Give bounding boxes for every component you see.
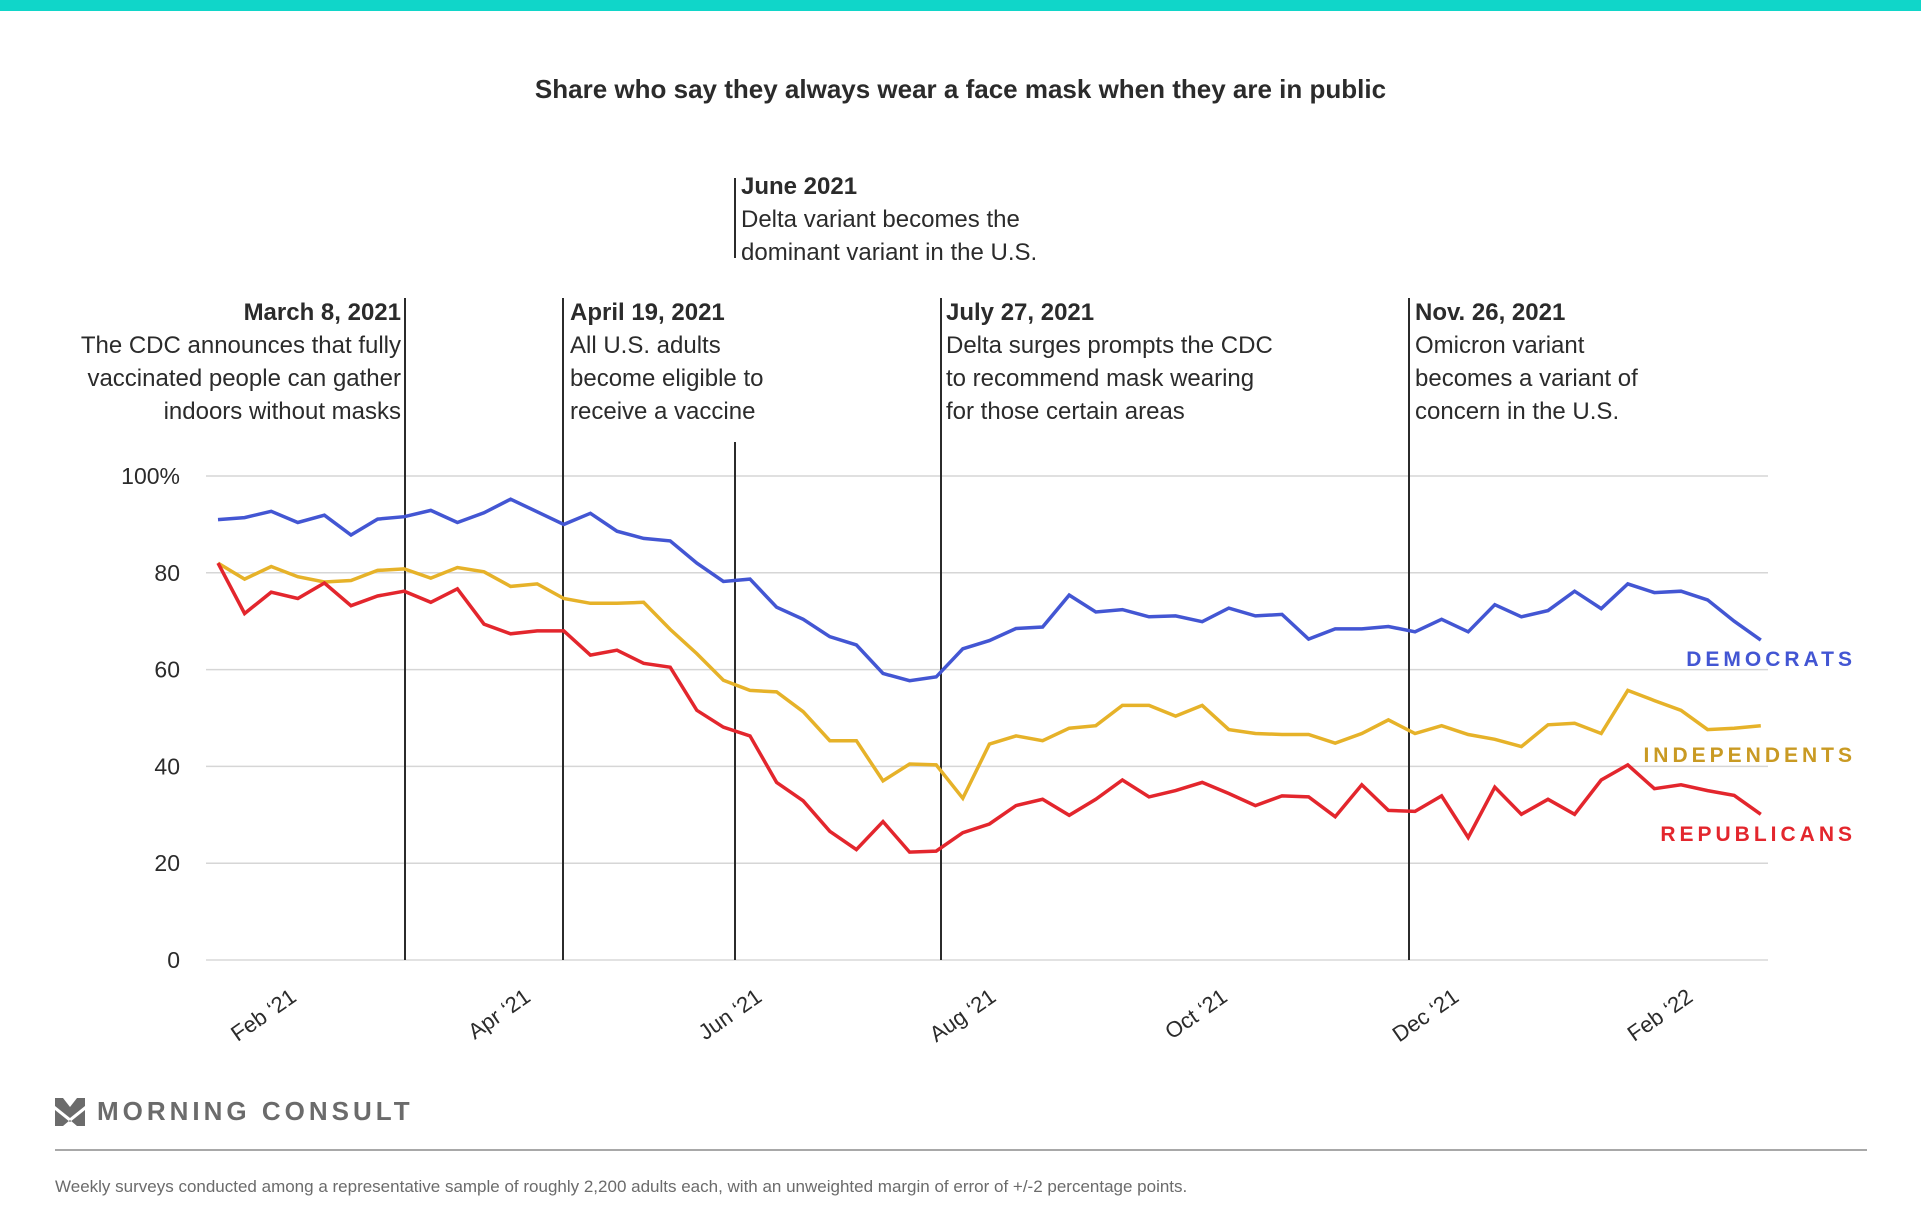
x-tick-label: Apr ‘21 (463, 984, 534, 1044)
line-chart: 0 20 40 60 80 100% Feb ‘21 Apr ‘21 Jun ‘21 Aug ‘2… (121, 178, 1768, 1047)
annotation-date: Nov. 26, 2021 (1415, 299, 1566, 326)
y-tick-label: 60 (154, 657, 180, 683)
x-tick-label: Feb ‘22 (1623, 984, 1697, 1047)
y-tick-label: 40 (154, 753, 180, 779)
annotation-line: Omicron variant (1415, 332, 1585, 359)
annotation-line: The CDC announces that fully (80, 332, 401, 359)
legend-democrats: DEMOCRATS (1686, 648, 1856, 671)
footer-divider (55, 1149, 1867, 1151)
annotation-date: June 2021 (741, 173, 858, 200)
y-tick-label: 100% (121, 463, 180, 489)
chart-title: Share who say they always wear a face ma… (534, 74, 1387, 104)
annotation-july-27: July 27, 2021 Delta surges prompts the C… (946, 296, 1273, 428)
annotation-nov-26: Nov. 26, 2021 Omicron variant becomes a … (1415, 296, 1638, 428)
annotation-line: vaccinated people can gather (87, 365, 401, 392)
y-tick-label: 20 (154, 850, 180, 876)
legend-republicans: REPUBLICANS (1660, 823, 1856, 846)
footnote: Weekly surveys conducted among a represe… (55, 1177, 1188, 1196)
annotation-line: dominant variant in the U.S. (741, 239, 1038, 266)
annotation-line: receive a vaccine (570, 398, 756, 425)
annotation-date: April 19, 2021 (570, 299, 725, 326)
x-tick-label: Aug ‘21 (925, 984, 1000, 1047)
series-line-democrats (217, 497, 1762, 683)
y-tick-label: 0 (167, 947, 180, 973)
annotation-line: All U.S. adults (570, 332, 721, 359)
series-line-independents (217, 561, 1761, 802)
morning-consult-logo-icon (55, 1097, 85, 1126)
y-tick-label: 80 (154, 560, 180, 586)
top-accent-bar (0, 0, 1921, 11)
annotation-june-2021: June 2021 Delta variant becomes the domi… (741, 170, 1037, 269)
x-tick-label: Oct ‘21 (1160, 984, 1231, 1044)
annotation-line: Delta surges prompts the CDC (946, 332, 1273, 359)
annotation-line: become eligible to (570, 365, 764, 392)
annotation-line: Delta variant becomes the (741, 206, 1020, 233)
x-tick-label: Jun ‘21 (694, 984, 766, 1045)
annotation-line: becomes a variant of (1415, 365, 1638, 392)
x-tick-label: Dec ‘21 (1388, 984, 1463, 1047)
annotation-april-19: April 19, 2021 All U.S. adults become el… (570, 296, 763, 428)
brand-logo: MORNING CONSULT (55, 1096, 414, 1127)
annotation-date: July 27, 2021 (946, 299, 1095, 326)
x-tick-label: Feb ‘21 (226, 984, 300, 1047)
annotation-march-8: March 8, 2021 The CDC announces that ful… (81, 296, 401, 428)
series-line-republicans (216, 562, 1762, 854)
annotation-line: indoors without masks (163, 398, 401, 425)
annotation-line: concern in the U.S. (1415, 398, 1620, 425)
annotation-line: to recommend mask wearing (946, 365, 1255, 392)
legend-independents: INDEPENDENTS (1643, 744, 1856, 767)
annotation-date: March 8, 2021 (243, 299, 401, 326)
annotation-line: for those certain areas (946, 398, 1185, 425)
brand-name: MORNING CONSULT (97, 1096, 414, 1126)
